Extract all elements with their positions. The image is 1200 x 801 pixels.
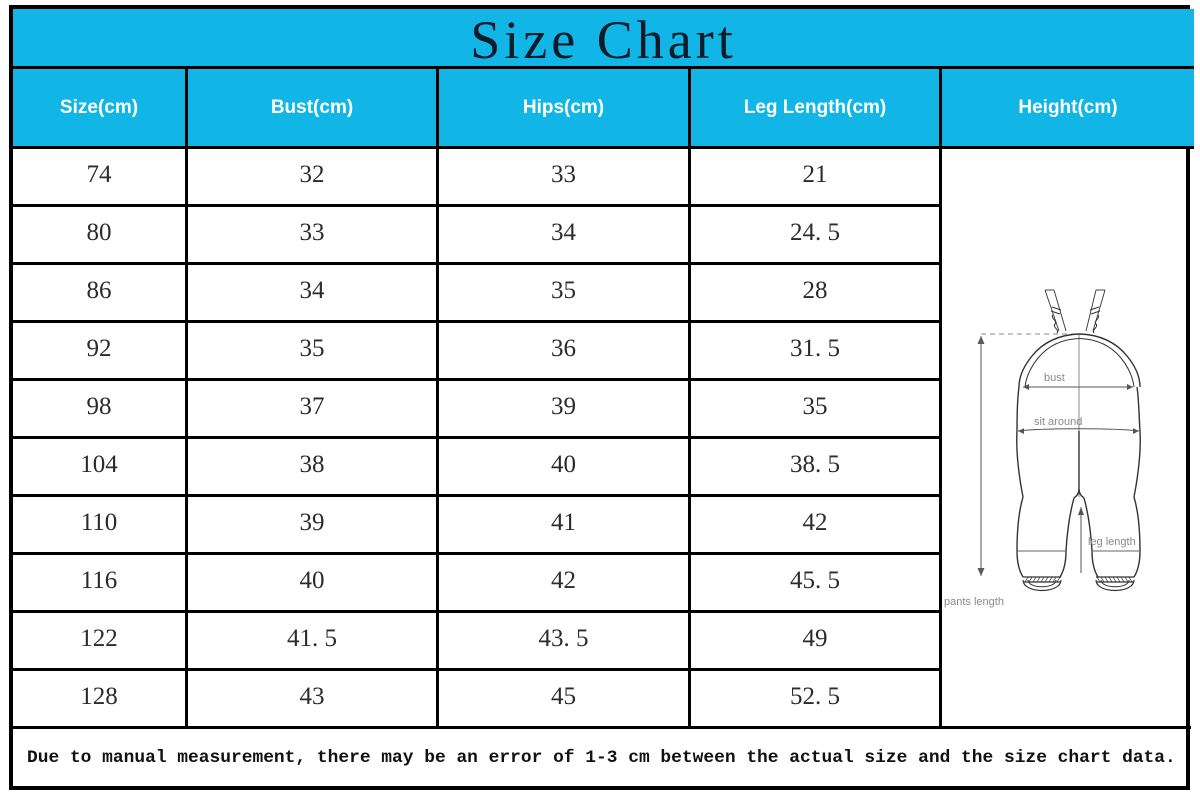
svg-text:bust: bust (1044, 372, 1065, 384)
svg-text:leg length: leg length (1088, 536, 1136, 548)
svg-text:sit around: sit around (1034, 416, 1082, 428)
svg-text:pants length: pants length (944, 596, 1004, 608)
